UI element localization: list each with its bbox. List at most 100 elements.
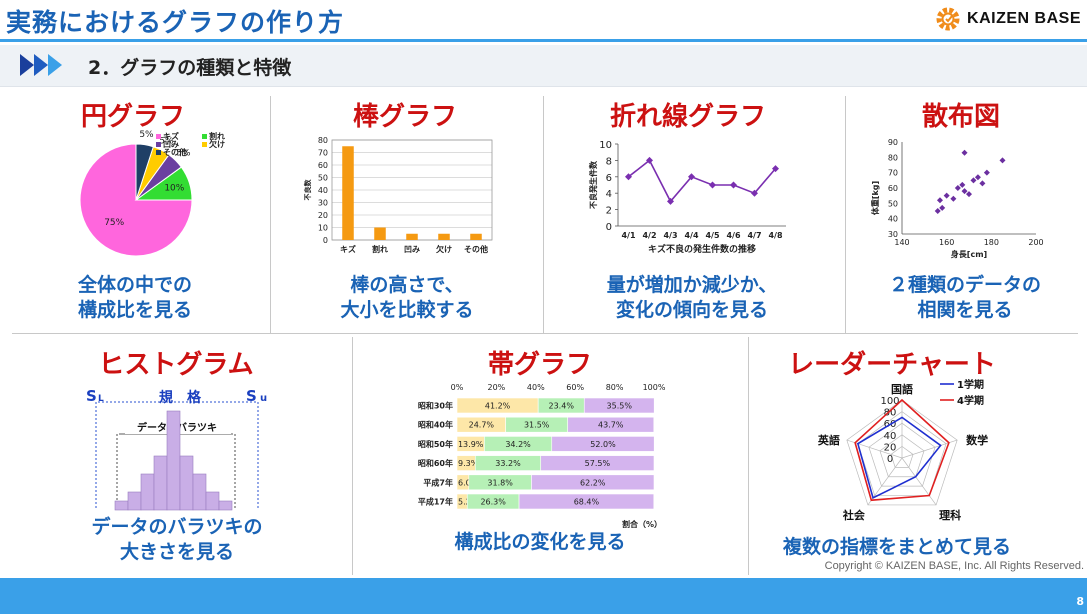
band-data-label: 62.2% [580, 478, 606, 487]
scatter-chart: 30 40 50 60 70 80 90 140 160 180 200 身長[cm] 体重[kg] [870, 138, 1044, 259]
copyright: Copyright © KAIZEN BASE, Inc. All Rights… [824, 560, 1084, 572]
bar-caption: 棒の高さで、 大小を比較する [340, 274, 474, 321]
scatter-point [959, 181, 966, 188]
radar-axis-label: 数学 [966, 433, 988, 447]
legend-label: その他 [163, 147, 187, 157]
radial-tick-label: 40 [884, 431, 897, 442]
radar-grid [857, 411, 947, 496]
y-tick-label: 30 [888, 230, 898, 239]
x-tick-label: 4/1 [621, 231, 635, 240]
spec-upper-label: S [246, 387, 257, 405]
bar [374, 227, 386, 240]
x-tick-label: 4/7 [747, 231, 761, 240]
histogram-bar [114, 500, 129, 511]
divider [12, 333, 1078, 334]
row-label: 平成7年 [423, 477, 453, 487]
bar-panel-title: 棒グラフ [352, 102, 457, 132]
page-number: 8 [1076, 595, 1084, 608]
band-data-label: 31.5% [524, 421, 550, 430]
radar-spoke [846, 439, 903, 459]
legend-swatch [156, 142, 161, 147]
y-tick-label: 90 [888, 138, 898, 147]
y-tick-label: 10 [318, 224, 328, 233]
scatter-point [961, 188, 968, 195]
x-tick-label: キズ [340, 244, 356, 254]
band-data-label: 41.2% [485, 402, 511, 411]
pie-data-label: 10% [164, 184, 184, 194]
x-tick-label: 100% [643, 383, 666, 392]
bar [342, 146, 354, 240]
band-data-label: 57.5% [585, 459, 611, 468]
title-rule [0, 39, 1087, 42]
scatter-point [983, 169, 990, 176]
x-tick-label: 80% [606, 383, 624, 392]
radial-tick-label: 0 [887, 454, 893, 465]
legend-swatch [156, 150, 161, 155]
x-axis-label: キズ不良の発生件数の推移 [648, 243, 756, 255]
x-tick-label: 4/4 [684, 231, 698, 240]
bar-chart: 0 10 20 30 40 50 60 70 80 キズ 割れ 凹み 欠け その他 不良数 [303, 136, 493, 254]
logo-text: KAIZEN BASE [967, 10, 1081, 27]
scatter-point [979, 180, 986, 187]
band-data-label: 35.5% [607, 402, 633, 411]
band-segment [567, 416, 655, 433]
line-caption: 量が増加か減少か、 変化の傾向を見る [606, 274, 778, 321]
y-tick-label: 6 [606, 173, 612, 184]
radial-tick-label: 100 [880, 396, 899, 407]
x-tick-label: 4/5 [705, 231, 719, 240]
pie-data-label: 75% [104, 218, 124, 228]
histogram-bar [153, 455, 168, 511]
x-tick-label: 4/6 [726, 231, 740, 240]
band-segment [551, 436, 655, 452]
pie-data-label: 5% [159, 136, 174, 146]
band-data-label: 26.3% [480, 498, 506, 507]
scatter-point [934, 208, 941, 214]
x-tick-label: 180 [984, 238, 999, 247]
band-data-label: 9.3% [458, 459, 479, 468]
spec-label: 規 格 [159, 389, 202, 406]
band-segment [531, 474, 655, 491]
band-chart: 0% 20% 40% 60% 80% 100% 41.2% 23.4% 35.5% 昭和30年 24… [418, 383, 666, 528]
legend-label: キズ [163, 131, 179, 141]
legend-label: 4学期 [957, 394, 984, 407]
x-tick-label: 60% [566, 383, 584, 392]
band-panel-title: 帯グラフ [487, 350, 592, 380]
radar-spoke [901, 457, 937, 506]
radar-panel-title: レーダーチャート [788, 350, 996, 380]
pie-slice [79, 143, 193, 257]
slide-title: 実務におけるグラフの作り方 [6, 8, 345, 37]
y-tick-label: 8 [606, 156, 612, 167]
legend-label: 凹み [163, 140, 179, 149]
y-axis-label: 体重[kg] [870, 181, 880, 215]
triple-arrow-icon [20, 54, 62, 76]
scatter-point [999, 157, 1006, 164]
x-tick-label: 40% [527, 383, 545, 392]
y-tick-label: 40 [318, 186, 328, 195]
histogram-bar [140, 473, 155, 511]
x-tick-label: 4/3 [663, 231, 677, 240]
radar-series [854, 398, 950, 502]
x-tick-label: 欠け [436, 244, 452, 254]
band-data-label: 68.4% [574, 498, 600, 507]
row-label: 昭和40年 [418, 420, 453, 430]
radar-axis-label: 理科 [939, 508, 961, 522]
y-tick-label: 70 [318, 149, 328, 158]
scatter-point [970, 177, 977, 184]
line-point [730, 181, 737, 189]
divider [748, 337, 749, 575]
pie-slice [135, 143, 154, 201]
scatter-caption: ２種類のデータの 相関を見る [888, 274, 1041, 321]
scatter-point [950, 195, 957, 202]
spec-lower-subscript: L [98, 394, 104, 404]
y-axis-label: 不良発生件数 [588, 160, 598, 209]
band-data-label: 23.4% [549, 402, 575, 411]
scatter-point [943, 192, 950, 199]
y-tick-label: 70 [888, 169, 898, 178]
x-tick-label: 20% [488, 383, 506, 392]
band-data-label: 33.2% [495, 459, 521, 468]
radar-axis-label: 英語 [817, 433, 840, 447]
y-tick-label: 60 [318, 161, 328, 170]
scatter-panel-title: 散布図 [921, 102, 1000, 132]
band-data-label: 43.7% [598, 421, 624, 430]
radar-series [856, 416, 942, 500]
